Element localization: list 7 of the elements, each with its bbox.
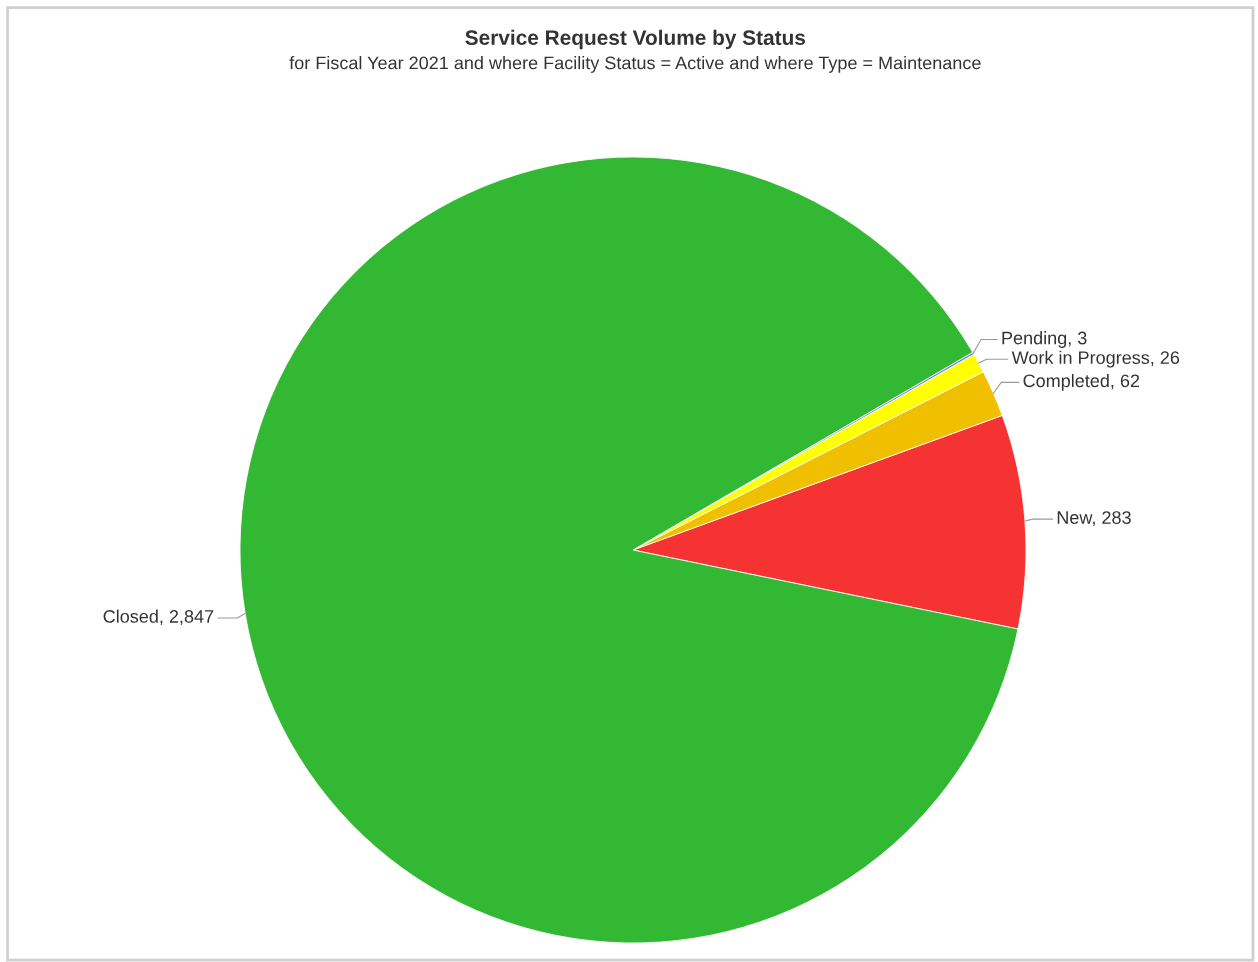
slice-label: Completed, 62 xyxy=(1023,373,1140,391)
chart-subtitle: for Fiscal Year 2021 and where Facility Status = Active and where Type = Maintenance xyxy=(289,56,981,73)
slice-label: Work in Progress, 26 xyxy=(1011,350,1180,368)
slice-label: Closed, 2,847 xyxy=(103,609,214,625)
slice-label: New, 283 xyxy=(1057,511,1131,527)
chart-title: Service Request Volume by Status xyxy=(465,29,806,50)
slice-label: Pending, 3 xyxy=(1002,331,1087,348)
